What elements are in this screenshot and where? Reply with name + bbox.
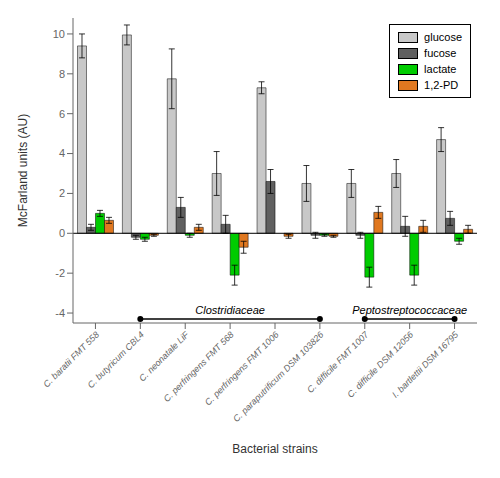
svg-text:Peptostreptococcaceae: Peptostreptococcaceae: [352, 304, 467, 316]
html-text:fucose: fucose: [424, 47, 457, 59]
svg-text:4: 4: [59, 147, 65, 159]
svg-text:0: 0: [59, 227, 65, 239]
svg-text:6: 6: [59, 108, 65, 120]
svg-text:8: 8: [59, 68, 65, 80]
svg-text:2: 2: [59, 187, 65, 199]
svg-text:C. difficile DSM 12056: C. difficile DSM 12056: [345, 329, 416, 400]
svg-text:C. neonatale LiF: C. neonatale LiF: [137, 329, 191, 384]
svg-text:10: 10: [53, 28, 65, 40]
svg-text:C. perfringens FMT 568: C. perfringens FMT 568: [161, 330, 235, 404]
svg-text:C. perfringens FMT 1006: C. perfringens FMT 1006: [203, 330, 281, 408]
html-text:1,2-PD: 1,2-PD: [424, 79, 459, 91]
svg-text:McFarland units (AU): McFarland units (AU): [16, 114, 30, 227]
svg-text:Clostridiaceae: Clostridiaceae: [195, 304, 265, 316]
html-text:lactate: lactate: [424, 63, 457, 75]
svg-text:Bacterial strains: Bacterial strains: [232, 442, 317, 456]
svg-text:-2: -2: [55, 267, 65, 279]
svg-text:I. bartlettii DSM 16795: I. bartlettii DSM 16795: [390, 329, 461, 400]
svg-text:C. baratii FMT 558: C. baratii FMT 558: [41, 329, 102, 390]
svg-text:C. butyricum CBL4: C. butyricum CBL4: [86, 330, 146, 390]
svg-text:C. paraputrificum DSM 103826: C. paraputrificum DSM 103826: [231, 330, 325, 424]
html-text:glucose: glucose: [424, 31, 462, 43]
svg-text:-4: -4: [55, 307, 65, 319]
svg-text:C. difficile FMT 1007: C. difficile FMT 1007: [305, 329, 371, 395]
